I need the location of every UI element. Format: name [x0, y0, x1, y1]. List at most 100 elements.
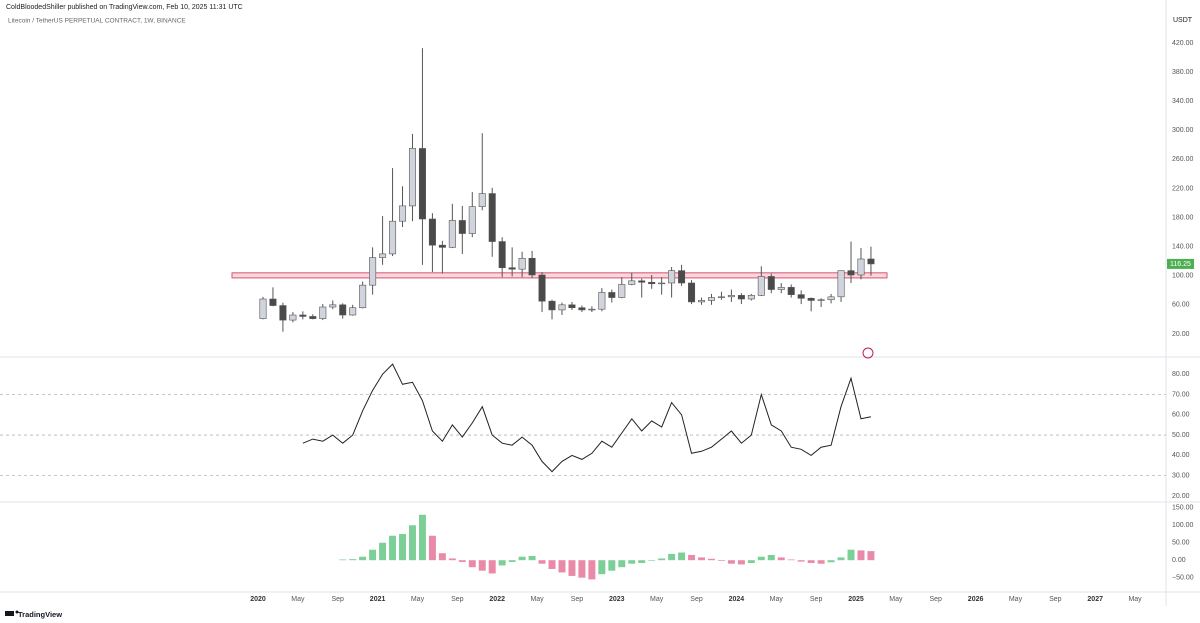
x-tick-label: May — [1009, 596, 1023, 603]
candle-body — [399, 205, 407, 222]
candle-body — [568, 304, 576, 309]
candle-body — [359, 284, 367, 309]
x-tick-label: Sep — [690, 596, 703, 603]
candle-body — [797, 294, 805, 299]
histogram-bar — [807, 560, 815, 563]
histogram-bar — [608, 560, 616, 571]
histogram-bar — [827, 560, 835, 563]
y-tick-label: 220.00 — [1172, 185, 1194, 192]
candle-body — [867, 258, 875, 265]
histogram-bar — [588, 560, 596, 580]
candle-body — [787, 287, 795, 295]
histogram-bar — [598, 560, 606, 575]
histogram-bar — [339, 559, 347, 561]
candle-body — [389, 220, 397, 255]
histogram-bar — [797, 560, 805, 562]
candle-body — [628, 280, 636, 285]
x-tick-label: Sep — [571, 596, 584, 603]
x-tick-label: May — [650, 596, 664, 603]
candle-body — [578, 307, 586, 311]
histogram-bar — [518, 556, 526, 561]
alert-icon[interactable] — [862, 347, 874, 359]
candle-body — [658, 282, 666, 285]
histogram-bar — [578, 560, 586, 578]
tradingview-logo — [5, 610, 19, 616]
candle-body — [747, 295, 755, 300]
y-tick-label: 150.00 — [1172, 505, 1194, 512]
histogram-bar — [399, 534, 406, 561]
candle-body — [638, 280, 646, 283]
y-tick-label: 20.00 — [1172, 493, 1190, 500]
y-tick-label: 420.00 — [1172, 40, 1194, 47]
histogram-bar — [498, 560, 506, 566]
y-tick-label: 50.00 — [1172, 540, 1190, 547]
histogram-bar — [508, 560, 516, 562]
histogram-bar — [757, 556, 765, 561]
histogram-bar — [349, 559, 357, 561]
candle-body — [668, 270, 676, 284]
candle-body — [259, 298, 267, 319]
histogram-bar — [847, 549, 855, 561]
x-tick-label: 2020 — [250, 596, 266, 603]
histogram-bar — [478, 560, 486, 571]
histogram-bar — [468, 560, 476, 568]
last-price-box — [1167, 258, 1194, 269]
last-price-label: 116.25 — [1170, 261, 1191, 268]
candle-body — [767, 276, 775, 290]
candle-body — [827, 296, 835, 301]
y-tick-label: 340.00 — [1172, 98, 1194, 105]
candle-body — [707, 297, 715, 301]
candle-body — [857, 258, 865, 276]
candle-body — [727, 295, 735, 298]
candle-body — [737, 295, 745, 300]
x-tick-label: Sep — [451, 596, 464, 603]
histogram-bar — [777, 557, 785, 561]
y-tick-label: 20.00 — [1172, 331, 1190, 338]
rsi-line — [302, 363, 871, 473]
candle-body — [528, 257, 536, 276]
x-tick-label: 2023 — [609, 596, 625, 603]
candle-body — [448, 220, 456, 248]
histogram-bar — [737, 560, 745, 565]
y-tick-label: 70.00 — [1172, 391, 1190, 398]
y-tick-label: 80.00 — [1172, 371, 1190, 378]
candle-body — [717, 296, 725, 298]
x-tick-label: 2026 — [968, 596, 984, 603]
histogram-bar — [688, 554, 696, 561]
histogram-bar — [708, 558, 715, 561]
histogram-bar — [389, 535, 397, 561]
histogram-bar — [418, 514, 426, 561]
candle-body — [698, 300, 706, 303]
candle-body — [478, 193, 486, 207]
histogram-bar — [438, 553, 446, 561]
x-tick-label: Sep — [929, 596, 942, 603]
histogram-bar — [458, 560, 466, 562]
histogram-bar — [727, 560, 735, 564]
y-tick-label: 100.00 — [1172, 273, 1194, 280]
candle-body — [518, 257, 526, 270]
candle-body — [817, 299, 825, 301]
candle-body — [618, 284, 626, 298]
y-tick-label: 60.00 — [1172, 412, 1190, 419]
candle-body — [777, 287, 785, 290]
candle-body — [319, 306, 327, 319]
histogram-bar — [538, 560, 546, 564]
x-tick-label: 2024 — [729, 596, 745, 603]
histogram-bar — [359, 556, 367, 561]
y-tick-label: 100.00 — [1172, 522, 1194, 529]
candle-body — [688, 282, 696, 303]
x-tick-label: Sep — [1049, 596, 1062, 603]
candle-body — [508, 267, 516, 270]
histogram-bar — [867, 551, 875, 561]
candle-body — [598, 292, 606, 310]
candle-body — [847, 270, 855, 276]
candle-body — [558, 304, 566, 311]
candle-body — [678, 270, 686, 284]
histogram-bar — [558, 560, 566, 573]
brand: TradingView — [18, 610, 62, 619]
x-tick-label: May — [1128, 596, 1142, 603]
candle-body — [408, 148, 416, 207]
x-tick-label: May — [291, 596, 305, 603]
